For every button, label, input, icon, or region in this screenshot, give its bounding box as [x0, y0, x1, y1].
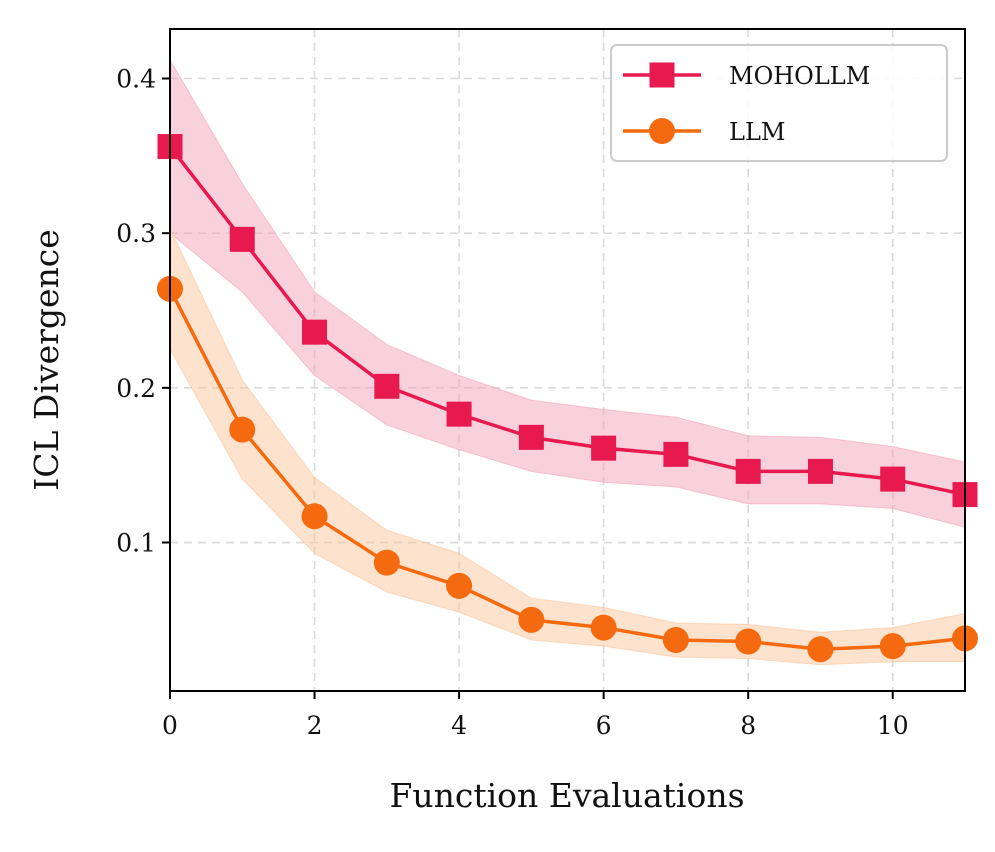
mohollm-point [663, 441, 689, 467]
mohollm-point [446, 401, 472, 427]
llm-point [807, 636, 834, 663]
llm-point [735, 628, 762, 655]
x-tick-label: 10 [877, 711, 909, 740]
mohollm-point [591, 435, 617, 461]
mohollm-point [807, 458, 833, 484]
llm-point [518, 606, 545, 633]
llm-point [879, 633, 906, 660]
plot-frame [169, 28, 966, 692]
x-tick-label: 0 [162, 711, 178, 740]
y-tick-label: 0.1 [116, 529, 156, 558]
llm-point [590, 614, 617, 641]
llm-point [373, 549, 400, 576]
mohollm-point [880, 466, 906, 492]
series-lines [168, 145, 966, 651]
llm-point [301, 503, 328, 530]
y-tick-label: 0.3 [116, 219, 156, 248]
x-tick-label: 2 [307, 711, 323, 740]
llm-legend-label: LLM [729, 118, 785, 146]
series-markers [157, 134, 978, 663]
llm-legend-marker [649, 118, 675, 144]
mohollm-legend-label: MOHOLLM [729, 62, 870, 90]
mohollm-legend-marker [649, 62, 675, 88]
llm-point [446, 572, 473, 599]
mohollm-point [302, 319, 328, 345]
x-tick-label: 6 [596, 711, 612, 740]
legend: MOHOLLM LLM [610, 44, 948, 162]
y-tick-label: 0.2 [116, 374, 156, 403]
mohollm-point [374, 373, 400, 399]
llm-point [662, 626, 689, 653]
mohollm-point [735, 458, 761, 484]
mohollm-point [229, 226, 255, 252]
y-tick-label: 0.4 [116, 64, 156, 93]
x-tick-label: 8 [740, 711, 756, 740]
x-tick-label: 4 [451, 711, 467, 740]
x-axis-label: Function Evaluations [389, 776, 744, 815]
y-axis-label: ICL Divergence [27, 229, 66, 491]
axis-ticks: 0 2 4 6 8 10 0.1 0.2 0.3 0.4 [116, 64, 908, 740]
llm-point [229, 416, 256, 443]
mohollm-point [518, 424, 544, 450]
